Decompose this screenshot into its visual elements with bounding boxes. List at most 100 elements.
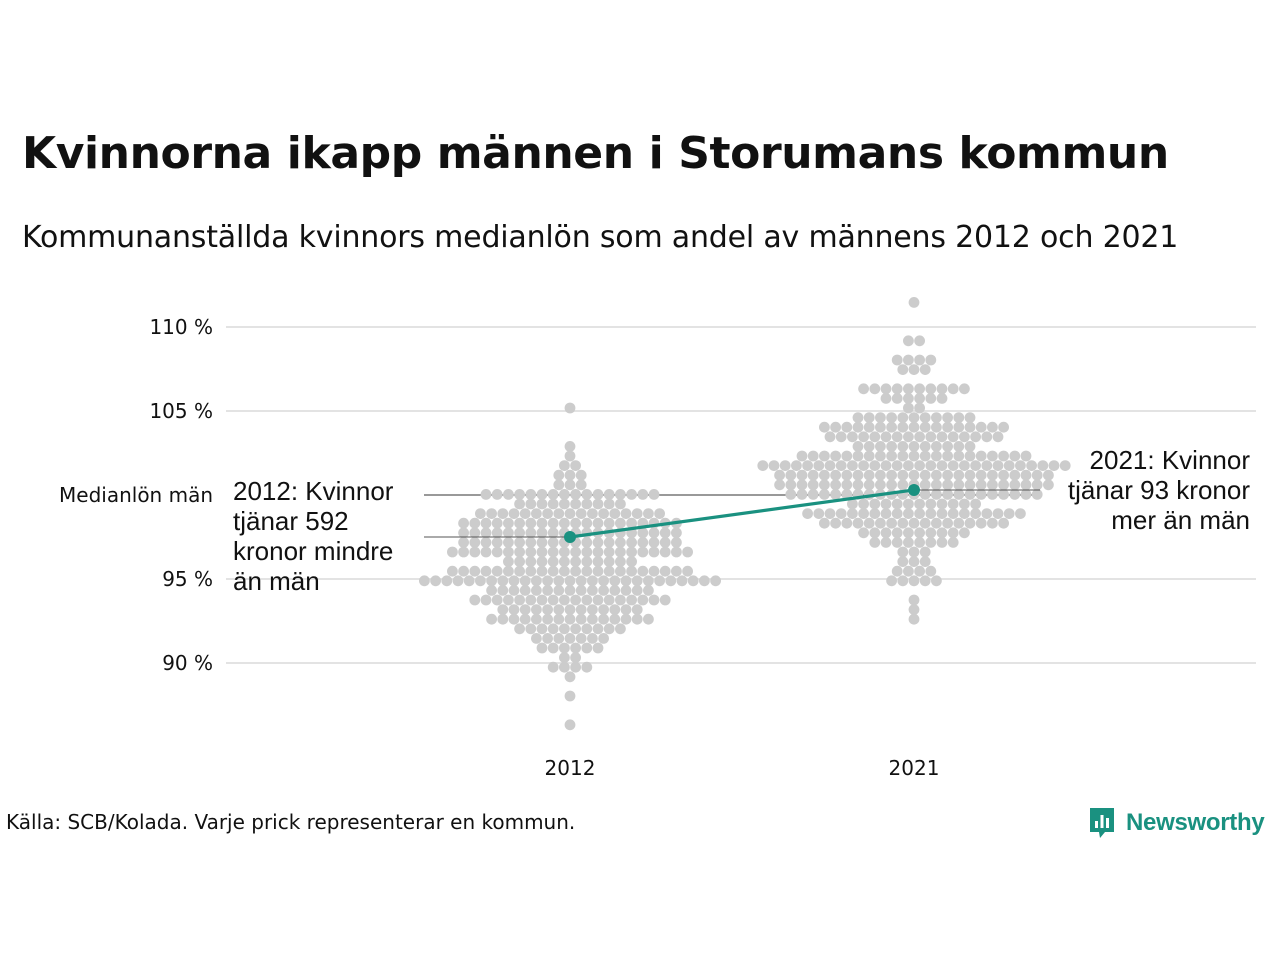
municipality-dot — [891, 354, 903, 366]
municipality-dot — [942, 479, 953, 491]
municipality-dot — [1043, 469, 1054, 481]
municipality-dot — [514, 556, 525, 567]
municipality-dot — [536, 565, 548, 577]
municipality-dot — [953, 421, 965, 433]
municipality-dot — [480, 517, 492, 529]
municipality-dot — [936, 498, 948, 510]
municipality-dot — [536, 498, 548, 510]
municipality-dot — [908, 412, 920, 423]
municipality-dot — [631, 575, 643, 587]
municipality-dot — [592, 537, 604, 548]
municipality-dot — [525, 623, 537, 635]
municipality-dot — [475, 575, 486, 587]
municipality-dot — [1020, 489, 1032, 500]
municipality-dot — [908, 450, 920, 462]
municipality-dot — [925, 431, 937, 443]
municipality-dot — [570, 546, 581, 558]
municipality-dot — [914, 354, 925, 366]
municipality-dot — [1009, 489, 1021, 500]
municipality-dot — [486, 585, 497, 596]
municipality-dot — [665, 575, 677, 587]
municipality-dot — [648, 546, 660, 558]
municipality-dot — [970, 431, 981, 443]
municipality-dot — [626, 556, 637, 567]
annotation-2012-line: än män — [233, 566, 320, 596]
municipality-dot — [430, 575, 441, 587]
municipality-dot — [615, 594, 626, 606]
municipality-dot — [581, 517, 593, 529]
municipality-dot — [819, 489, 830, 500]
municipality-dot — [931, 479, 942, 491]
municipality-dot — [603, 517, 615, 529]
municipality-dot — [869, 498, 881, 510]
municipality-dot — [903, 527, 914, 539]
municipality-dot — [491, 527, 503, 539]
municipality-dot — [914, 402, 925, 414]
municipality-dot — [514, 565, 525, 577]
municipality-dot — [774, 479, 785, 491]
municipality-dot — [880, 431, 892, 443]
municipality-dot — [819, 517, 830, 529]
municipality-dot — [841, 489, 853, 500]
municipality-dot — [637, 565, 649, 577]
municipality-dot — [615, 498, 626, 510]
municipality-dot — [987, 469, 998, 481]
municipality-dot — [503, 537, 514, 548]
municipality-dot — [1037, 460, 1049, 471]
municipality-dot — [863, 441, 875, 452]
municipality-dot — [458, 527, 469, 539]
municipality-dot — [491, 517, 503, 529]
municipality-dot — [981, 508, 993, 519]
municipality-dot — [542, 604, 553, 615]
municipality-dot — [480, 594, 492, 606]
municipality-dot — [536, 517, 548, 529]
municipality-dot — [903, 508, 914, 519]
municipality-dot — [919, 421, 931, 433]
municipality-dot — [547, 565, 559, 577]
municipality-dot — [835, 431, 847, 443]
municipality-dot — [542, 575, 553, 587]
municipality-dot — [525, 489, 537, 500]
municipality-dot — [570, 642, 581, 654]
municipality-dot — [925, 527, 937, 539]
municipality-dot — [643, 585, 654, 596]
municipality-dot — [875, 469, 886, 481]
municipality-dot — [908, 421, 920, 433]
municipality-dot — [975, 517, 987, 529]
municipality-dot — [942, 469, 953, 481]
municipality-dot — [1009, 479, 1021, 491]
municipality-dot — [525, 556, 537, 567]
municipality-dot — [475, 508, 486, 519]
municipality-dot — [981, 460, 993, 471]
municipality-dot — [458, 517, 469, 529]
municipality-dot — [919, 575, 931, 587]
municipality-dot — [975, 450, 987, 462]
municipality-dot — [841, 421, 853, 433]
municipality-dot — [919, 489, 931, 500]
municipality-dot — [469, 537, 481, 548]
municipality-dot — [553, 585, 565, 596]
municipality-dot — [891, 393, 903, 404]
municipality-dot — [480, 527, 492, 539]
municipality-dot — [570, 652, 581, 663]
municipality-dot — [671, 537, 682, 548]
municipality-dot — [903, 565, 914, 577]
municipality-dot — [531, 604, 542, 615]
municipality-dot — [886, 575, 897, 587]
annotation-2012-line: 2012: Kvinnor — [233, 476, 394, 506]
municipality-dot — [992, 508, 1004, 519]
municipality-dot — [830, 489, 841, 500]
municipality-dot — [953, 450, 965, 462]
municipality-dot — [936, 537, 948, 548]
municipality-dot — [637, 537, 649, 548]
municipality-dot — [564, 469, 576, 481]
municipality-dot — [710, 575, 721, 587]
municipality-dot — [587, 575, 598, 587]
municipality-dot — [919, 412, 931, 423]
municipality-dot — [480, 565, 492, 577]
municipality-dot — [959, 383, 970, 395]
municipality-dot — [497, 575, 509, 587]
municipality-dot — [807, 479, 819, 491]
municipality-dot — [931, 469, 942, 481]
municipality-dot — [598, 633, 609, 644]
